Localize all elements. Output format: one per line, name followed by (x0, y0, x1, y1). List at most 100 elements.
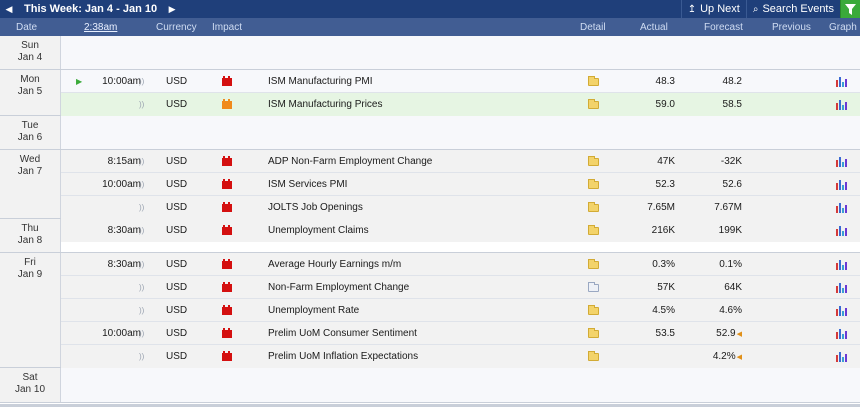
detail-folder-icon[interactable] (588, 351, 599, 361)
event-forecast: 53.5 (655, 328, 675, 339)
detail-folder-icon[interactable] (588, 156, 599, 166)
event-name[interactable]: ISM Manufacturing Prices (268, 99, 383, 110)
graph-icon[interactable] (836, 156, 848, 167)
previous-value: 4.6% (719, 305, 742, 316)
event-forecast: 48.3 (655, 76, 675, 87)
event-name[interactable]: Unemployment Rate (268, 305, 360, 316)
event-forecast: 216K (651, 225, 675, 236)
high-impact-icon[interactable] (222, 156, 232, 166)
event-name[interactable]: JOLTS Job Openings (268, 202, 363, 213)
detail-folder-icon[interactable] (588, 328, 599, 338)
event-row[interactable]: 8:15am)) USD ADP Non-Farm Employment Chang… (61, 150, 860, 173)
event-name[interactable]: ISM Services PMI (268, 179, 348, 190)
event-row[interactable]: 8:30am)) USD Unemployment Claims 216K 199K (61, 219, 860, 242)
week-label[interactable]: This Week: Jan 4 - Jan 10 (24, 3, 158, 15)
graph-icon[interactable] (836, 225, 848, 236)
revised-arrow-icon[interactable]: ◀ (736, 354, 742, 361)
detail-folder-icon[interactable] (588, 282, 599, 292)
event-forecast: 47K (657, 156, 675, 167)
event-row[interactable]: 10:00am)) USD Prelim UoM Consumer Sentimen… (61, 322, 860, 345)
detail-folder-icon[interactable] (588, 76, 599, 86)
prev-week-icon[interactable]: ◀ (5, 3, 13, 14)
previous-value: 64K (724, 282, 742, 293)
graph-icon[interactable] (836, 305, 848, 316)
high-impact-icon[interactable] (222, 76, 232, 86)
event-row[interactable]: 10:00am)) USD ISM Services PMI 52.3 52.6 (61, 173, 860, 196)
event-time: 8:15am (107, 156, 141, 167)
detail-folder-icon[interactable] (588, 225, 599, 235)
high-impact-icon[interactable] (222, 282, 232, 292)
filter-button[interactable] (840, 0, 860, 18)
magnifier-icon: ⌕ (752, 3, 759, 15)
header-actual: Actual (640, 22, 668, 33)
event-name[interactable]: ISM Manufacturing PMI (268, 76, 373, 87)
event-row[interactable]: )) USD Unemployment Rate 4.5% 4.6% (61, 299, 860, 322)
graph-icon[interactable] (836, 76, 848, 87)
empty-day-row (61, 116, 860, 149)
up-next-button[interactable]: ↥ Up Next (680, 0, 746, 18)
medium-impact-icon[interactable] (222, 99, 232, 109)
event-previous: 64K (724, 282, 742, 293)
day-name: Wed (19, 154, 41, 165)
event-currency: USD (166, 305, 188, 316)
event-name[interactable]: Prelim UoM Consumer Sentiment (268, 328, 417, 339)
high-impact-icon[interactable] (222, 225, 232, 235)
high-impact-icon[interactable] (222, 259, 232, 269)
event-row[interactable]: 8:30am)) USD Average Hourly Earnings m/m 0.… (61, 253, 860, 276)
high-impact-icon[interactable] (222, 202, 232, 212)
event-currency: USD (166, 259, 188, 270)
event-time: 8:30am (107, 225, 141, 236)
day-cell: Mon Jan 5 (0, 70, 61, 115)
graph-icon[interactable] (836, 259, 848, 270)
previous-value: 52.6 (722, 179, 742, 190)
detail-folder-icon[interactable] (588, 99, 599, 109)
header-forecast: Forecast (704, 22, 743, 33)
detail-folder-icon[interactable] (588, 202, 599, 212)
graph-icon[interactable] (836, 202, 848, 213)
header-impact: Impact (212, 22, 243, 33)
empty-day-row (61, 368, 860, 402)
event-row[interactable]: )) USD Prelim UoM Inflation Expectations 4.… (61, 345, 860, 368)
day-cell: Sun Jan 4 (0, 36, 61, 69)
high-impact-icon[interactable] (222, 328, 232, 338)
detail-folder-icon[interactable] (588, 305, 599, 315)
previous-value: 58.5 (722, 99, 742, 110)
day-name: Tue (21, 120, 39, 131)
previous-value: 0.1% (719, 259, 742, 270)
day-name: Fri (24, 257, 36, 268)
revised-arrow-icon[interactable]: ◀ (736, 331, 742, 338)
sound-icon: )) (139, 329, 145, 338)
event-row[interactable]: )) USD Non-Farm Employment Change 57K 64K (61, 276, 860, 299)
event-row[interactable]: )) USD JOLTS Job Openings 7.65M 7.67M (61, 196, 860, 219)
search-events-button[interactable]: ⌕ Search Events (745, 0, 840, 18)
event-row[interactable]: ▶ 10:00am)) USD ISM Manufacturing PMI 48.3 48… (61, 70, 860, 93)
graph-icon[interactable] (836, 328, 848, 339)
graph-icon[interactable] (836, 179, 848, 190)
calendar-toolbar: ◀ This Week: Jan 4 - Jan 10 ▶ ↥ Up Next … (0, 0, 860, 18)
day-date: Jan 5 (17, 86, 43, 97)
high-impact-icon[interactable] (222, 179, 232, 189)
event-currency: USD (166, 179, 188, 190)
high-impact-icon[interactable] (222, 305, 232, 315)
event-name[interactable]: Average Hourly Earnings m/m (268, 259, 402, 270)
column-header: Date 2:38am Currency Impact Detail Actua… (0, 18, 860, 36)
graph-icon[interactable] (836, 351, 848, 362)
event-name[interactable]: Prelim UoM Inflation Expectations (268, 351, 419, 362)
event-name[interactable]: Non-Farm Employment Change (268, 282, 410, 293)
detail-folder-icon[interactable] (588, 179, 599, 189)
event-previous: 52.6 (723, 179, 742, 190)
sound-icon: )) (139, 226, 145, 235)
event-previous: 4.2%◀ (713, 351, 742, 362)
current-time-link[interactable]: 2:38am (84, 22, 118, 33)
empty-day-row (61, 36, 860, 69)
graph-icon[interactable] (836, 99, 848, 110)
day-date: Jan 7 (17, 166, 43, 177)
high-impact-icon[interactable] (222, 351, 232, 361)
graph-icon[interactable] (836, 282, 848, 293)
event-row[interactable]: )) USD ISM Manufacturing Prices 59.0 58.5 (61, 93, 860, 116)
event-name[interactable]: ADP Non-Farm Employment Change (268, 156, 433, 167)
detail-folder-icon[interactable] (588, 259, 599, 269)
next-week-icon[interactable]: ▶ (168, 3, 176, 14)
event-name[interactable]: Unemployment Claims (268, 225, 369, 236)
upcoming-play-icon: ▶ (76, 77, 83, 86)
